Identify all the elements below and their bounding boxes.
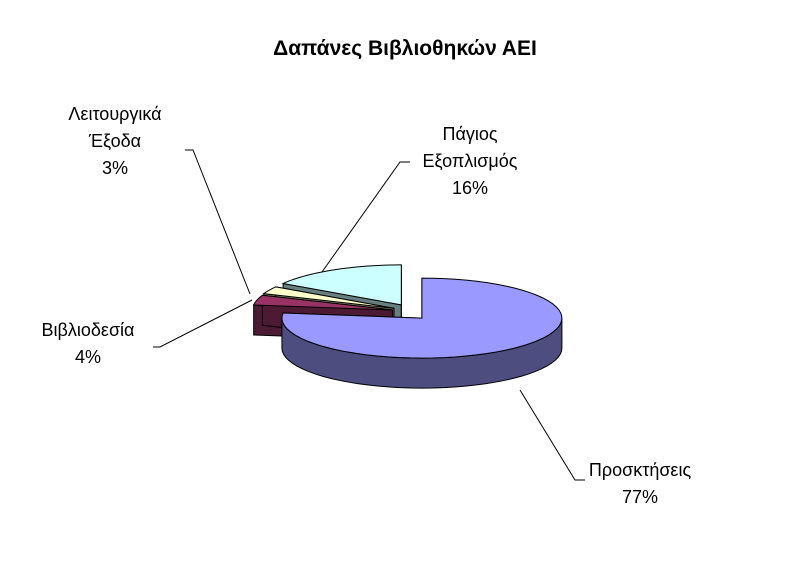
slice-value-label: 16% [452,178,488,198]
slice-label: Προσκτήσεις [589,460,692,480]
slice-value-label: 77% [622,487,658,507]
leader-line [153,299,253,348]
leader-line [321,161,410,273]
leader-line [185,149,251,295]
slice-top [281,277,563,359]
slice-label: Πάγιος Εξοπλισμός [423,124,518,171]
slice-value-label: 4% [75,347,101,367]
chart-title: Δαπάνες Βιβλιοθηκών ΑΕΙ [273,37,537,60]
leader-line [519,389,585,481]
pie-slice [281,277,563,389]
slice-top [252,294,393,311]
slice-value-label: 3% [102,158,128,178]
slice-top [281,264,402,306]
slice-label: Βιβλιοδεσία [42,320,135,340]
slice-top [262,286,395,309]
slice-label: Λειτουργικά Έξοδα [68,104,161,151]
